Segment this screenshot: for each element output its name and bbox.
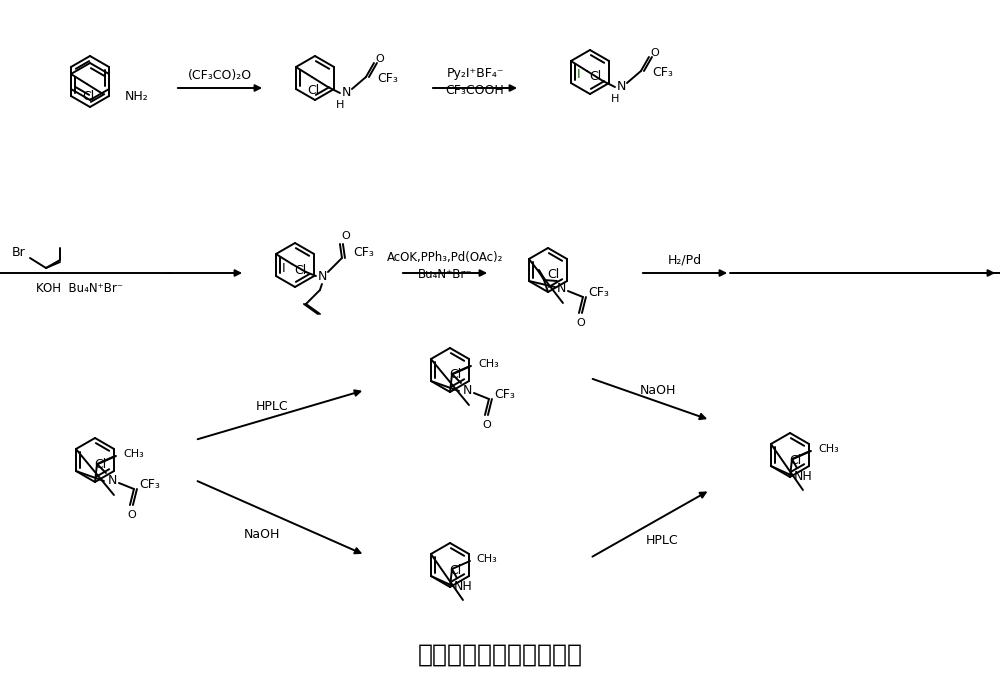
- Text: Cl: Cl: [307, 84, 319, 96]
- Text: CH₃: CH₃: [478, 359, 499, 369]
- Text: CF₃COOH: CF₃COOH: [446, 84, 504, 96]
- Text: Cl: Cl: [547, 269, 559, 282]
- Text: Cl: Cl: [789, 453, 801, 466]
- Text: O: O: [342, 231, 350, 241]
- Text: Br: Br: [12, 245, 26, 258]
- Text: I: I: [282, 262, 286, 275]
- Text: CH₃: CH₃: [818, 444, 839, 454]
- Text: N: N: [317, 269, 327, 282]
- Text: H₂/Pd: H₂/Pd: [668, 254, 702, 267]
- Text: Cl: Cl: [94, 458, 106, 471]
- Text: H: H: [611, 94, 619, 104]
- Text: N: N: [341, 87, 351, 100]
- Text: 氯卡色林的合成路线之一: 氯卡色林的合成路线之一: [418, 643, 582, 667]
- Text: CH₃: CH₃: [476, 554, 497, 564]
- Text: HPLC: HPLC: [256, 400, 288, 412]
- Text: Cl: Cl: [294, 264, 306, 276]
- Text: Bu₄N⁺Br⁻: Bu₄N⁺Br⁻: [418, 269, 472, 282]
- Text: N: N: [462, 385, 472, 398]
- Text: KOH  Bu₄N⁺Br⁻: KOH Bu₄N⁺Br⁻: [36, 282, 124, 295]
- Text: CH₃: CH₃: [123, 449, 144, 459]
- Text: CF₃: CF₃: [140, 479, 160, 491]
- Text: CF₃: CF₃: [378, 73, 398, 85]
- Text: Cl: Cl: [449, 563, 461, 576]
- Text: CF₃: CF₃: [589, 286, 609, 300]
- Text: Cl: Cl: [449, 368, 461, 381]
- Text: O: O: [128, 510, 136, 520]
- Text: (CF₃CO)₂O: (CF₃CO)₂O: [188, 69, 252, 82]
- Text: N: N: [616, 80, 626, 93]
- Text: N: N: [107, 475, 117, 488]
- Text: O: O: [651, 48, 659, 58]
- Text: O: O: [577, 318, 585, 328]
- Text: I: I: [577, 69, 581, 82]
- Text: NH₂: NH₂: [125, 89, 149, 102]
- Text: NH: NH: [454, 580, 472, 592]
- Text: CF₃: CF₃: [495, 389, 515, 401]
- Text: O: O: [483, 420, 491, 430]
- Text: HPLC: HPLC: [646, 534, 678, 546]
- Text: N: N: [556, 282, 566, 295]
- Text: O: O: [376, 54, 384, 64]
- Text: NaOH: NaOH: [244, 528, 280, 541]
- Text: Cl: Cl: [589, 71, 601, 84]
- Text: Cl: Cl: [82, 91, 94, 104]
- Text: CF₃: CF₃: [653, 67, 673, 80]
- Text: H: H: [336, 100, 344, 110]
- Text: AcOK,PPh₃,Pd(OAc)₂: AcOK,PPh₃,Pd(OAc)₂: [387, 251, 503, 264]
- Text: CF₃: CF₃: [354, 245, 374, 258]
- Text: NaOH: NaOH: [640, 383, 676, 396]
- Text: NH: NH: [794, 469, 812, 482]
- Text: Py₂I⁺BF₄⁻: Py₂I⁺BF₄⁻: [446, 67, 504, 80]
